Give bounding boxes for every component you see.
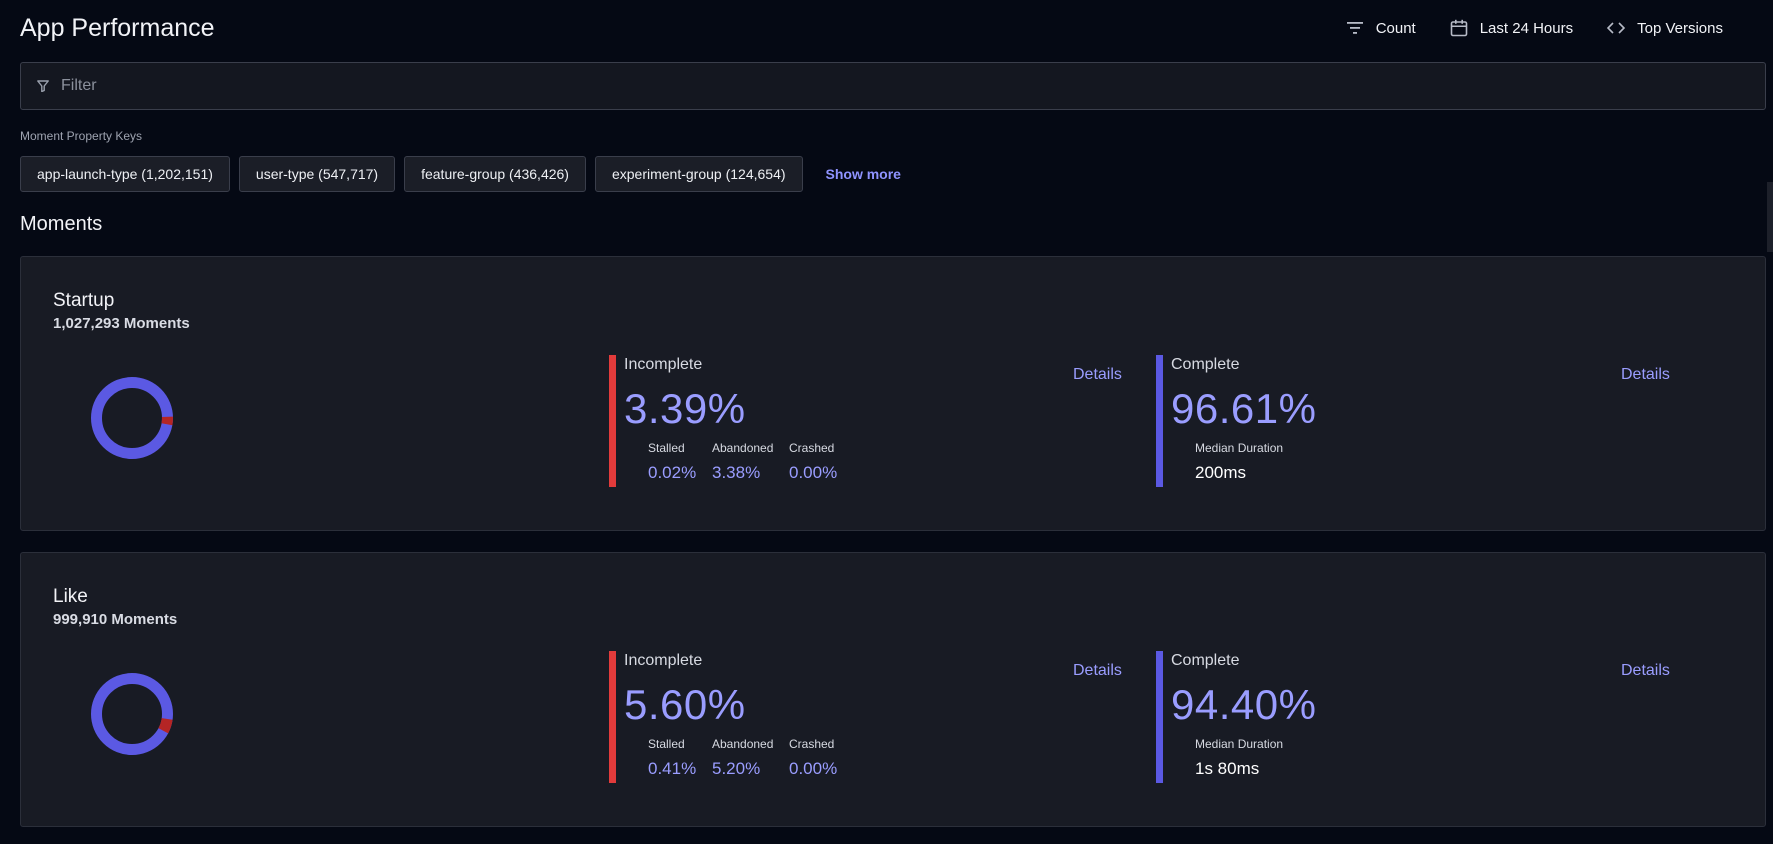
moment-count: 1,027,293 Moments: [53, 315, 190, 332]
sort-lines-icon: [1344, 18, 1366, 38]
stalled-label: Stalled: [648, 441, 685, 455]
incomplete-label: Incomplete: [624, 356, 703, 373]
crashed-label: Crashed: [789, 441, 835, 455]
donut-incomplete-arc: [91, 673, 173, 755]
complete-stat: Complete 94.40% Median Duration 1s 80ms: [1156, 651, 1676, 783]
page-title: App Performance: [20, 14, 215, 42]
completion-donut-chart: [91, 377, 173, 459]
incomplete-details-link[interactable]: Details: [1073, 662, 1122, 679]
crashed-value: 0.00%: [789, 463, 838, 482]
moments-section-title: Moments: [20, 213, 103, 235]
abandoned-stat: Abandoned 5.20%: [712, 737, 773, 779]
time-range-label: Last 24 Hours: [1479, 19, 1574, 37]
property-keys-row: app-launch-type (1,202,151) user-type (5…: [20, 156, 901, 192]
abandoned-label: Abandoned: [712, 441, 774, 455]
incomplete-bar: [609, 651, 616, 783]
abandoned-stat: Abandoned 3.38%: [712, 441, 773, 483]
top-versions-label: Top Versions: [1637, 19, 1723, 37]
completion-donut-chart: [91, 673, 173, 755]
abandoned-label: Abandoned: [712, 737, 774, 751]
moment-name: Like: [53, 586, 88, 607]
moment-card-like: Like 999,910 Moments Incomplete 5.60% St…: [20, 552, 1766, 827]
stalled-label: Stalled: [648, 737, 685, 751]
incomplete-bar: [609, 355, 616, 487]
stalled-stat: Stalled 0.41%: [648, 737, 696, 779]
scrollbar-thumb[interactable]: [1767, 182, 1773, 252]
time-range-button[interactable]: Last 24 Hours: [1448, 18, 1573, 38]
stalled-value: 0.02%: [648, 463, 697, 482]
stalled-stat: Stalled 0.02%: [648, 441, 696, 483]
incomplete-label: Incomplete: [624, 652, 703, 669]
median-duration-label: Median Duration: [1195, 737, 1284, 751]
filter-bar[interactable]: [20, 62, 1766, 110]
incomplete-stat: Incomplete 3.39% Stalled 0.02% Abandoned…: [609, 355, 1129, 487]
abandoned-value: 5.20%: [712, 759, 761, 778]
complete-label: Complete: [1171, 356, 1240, 373]
property-keys-label: Moment Property Keys: [20, 129, 143, 143]
moment-name: Startup: [53, 290, 115, 311]
crashed-value: 0.00%: [789, 759, 838, 778]
moment-card-startup: Startup 1,027,293 Moments Incomplete 3.3…: [20, 256, 1766, 531]
complete-stat: Complete 96.61% Median Duration 200ms: [1156, 355, 1676, 487]
median-duration-value: 1s 80ms: [1195, 759, 1260, 778]
complete-bar: [1156, 651, 1163, 783]
count-button-label: Count: [1375, 19, 1416, 37]
complete-label: Complete: [1171, 652, 1240, 669]
median-duration-value: 200ms: [1195, 463, 1247, 482]
property-chip-app-launch-type[interactable]: app-launch-type (1,202,151): [20, 156, 230, 192]
complete-details-link[interactable]: Details: [1621, 662, 1670, 679]
complete-value: 94.40%: [1171, 681, 1317, 728]
donut-complete-arc: [91, 377, 173, 459]
abandoned-value: 3.38%: [712, 463, 761, 482]
complete-details-link[interactable]: Details: [1621, 366, 1670, 383]
complete-bar: [1156, 355, 1163, 487]
moment-count: 999,910 Moments: [53, 611, 178, 628]
show-more-link[interactable]: Show more: [825, 166, 901, 182]
donut-incomplete-arc: [91, 377, 173, 459]
incomplete-details-link[interactable]: Details: [1073, 366, 1122, 383]
count-button[interactable]: Count: [1344, 18, 1416, 38]
median-duration-label: Median Duration: [1195, 441, 1284, 455]
property-chip-user-type[interactable]: user-type (547,717): [238, 156, 396, 192]
calendar-icon: [1448, 18, 1470, 38]
crashed-label: Crashed: [789, 737, 835, 751]
incomplete-value: 5.60%: [624, 681, 746, 728]
property-chip-feature-group[interactable]: feature-group (436,426): [404, 156, 586, 192]
complete-value: 96.61%: [1171, 385, 1317, 432]
header: App Performance Count Last 24 Hours Top …: [20, 12, 1753, 48]
filter-funnel-icon: [37, 79, 51, 93]
median-duration-stat: Median Duration 1s 80ms: [1195, 737, 1283, 779]
median-duration-stat: Median Duration 200ms: [1195, 441, 1283, 483]
filter-input[interactable]: [61, 77, 1661, 95]
donut-complete-arc: [91, 673, 173, 755]
header-actions: Count Last 24 Hours Top Versions: [1312, 18, 1723, 38]
crashed-stat: Crashed 0.00%: [789, 441, 837, 483]
top-versions-button[interactable]: Top Versions: [1605, 18, 1723, 38]
property-chip-experiment-group[interactable]: experiment-group (124,654): [594, 156, 803, 192]
code-brackets-icon: [1605, 18, 1627, 38]
stalled-value: 0.41%: [648, 759, 697, 778]
incomplete-stat: Incomplete 5.60% Stalled 0.41% Abandoned…: [609, 651, 1129, 783]
incomplete-value: 3.39%: [624, 385, 746, 432]
crashed-stat: Crashed 0.00%: [789, 737, 837, 779]
